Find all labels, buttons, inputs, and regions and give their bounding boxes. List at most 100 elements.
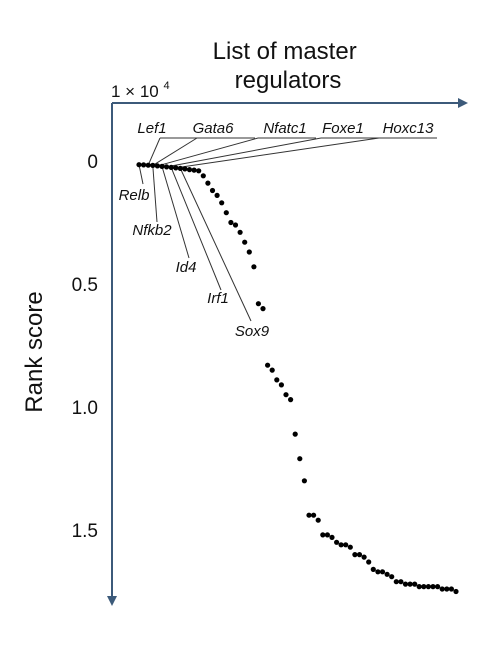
- data-point: [453, 588, 459, 595]
- annotation-leader: [147, 137, 161, 166]
- data-point: [306, 512, 312, 518]
- data-point: [329, 534, 335, 541]
- data-point: [297, 456, 303, 462]
- data-point: [338, 542, 344, 548]
- data-point: [398, 579, 404, 585]
- annotation-leader: [152, 165, 158, 223]
- data-point: [393, 579, 399, 585]
- gene-label: Lef1: [137, 120, 166, 137]
- annotation-leader: [161, 166, 190, 259]
- data-point: [168, 164, 174, 170]
- data-point: [242, 239, 248, 245]
- x-axis-title-line-2: regulators: [235, 67, 342, 94]
- annotation-leader: [175, 137, 380, 169]
- data-point: [246, 249, 252, 255]
- data-point: [430, 584, 436, 590]
- y-multiplier: 1 × 10 4: [111, 80, 170, 101]
- data-point: [260, 306, 266, 312]
- data-point: [265, 362, 271, 368]
- data-point: [412, 581, 418, 587]
- annotation-leader-lines: [138, 137, 437, 322]
- data-point: [361, 554, 367, 560]
- x-axis-title: List of master regulators: [213, 38, 364, 94]
- gene-label: Nfatc1: [263, 120, 306, 137]
- data-point: [209, 187, 216, 194]
- data-point: [315, 517, 321, 523]
- gene-label: Irf1: [207, 290, 229, 307]
- data-point: [352, 552, 358, 558]
- data-point: [223, 210, 229, 216]
- annotation-leader: [170, 167, 222, 291]
- data-point: [154, 163, 160, 169]
- gene-labels: Lef1 Gata6 Nfatc1 Foxe1 Hoxc13 Relb Nfkb2 Id4 Ir…: [119, 120, 435, 340]
- data-point: [278, 382, 284, 388]
- data-point: [425, 584, 431, 590]
- data-point: [173, 165, 179, 171]
- gene-label: Foxe1: [322, 120, 364, 137]
- y-tick-label: 1.0: [72, 398, 98, 419]
- data-point: [334, 539, 340, 545]
- data-point: [255, 301, 261, 307]
- annotation-leader: [152, 137, 198, 166]
- data-point: [141, 162, 147, 168]
- data-point: [416, 584, 422, 590]
- data-point: [439, 586, 445, 592]
- annotation-leader: [138, 164, 144, 185]
- data-point: [375, 569, 381, 575]
- data-point: [320, 532, 326, 538]
- annotation-leader: [157, 137, 259, 167]
- data-point: [448, 586, 454, 592]
- data-point: [366, 559, 372, 565]
- y-tick-label: 0.5: [72, 275, 98, 296]
- y-tick-labels: 0 0.5 1.0 1.5: [72, 152, 98, 542]
- data-point: [311, 512, 317, 518]
- data-point: [370, 566, 376, 573]
- data-point: [356, 552, 363, 558]
- data-point: [324, 532, 330, 538]
- y-tick-label: 0: [87, 152, 98, 173]
- data-point: [343, 542, 349, 548]
- data-point: [237, 229, 243, 235]
- data-point: [191, 167, 197, 173]
- y-multiplier-base: 1 × 10: [111, 82, 159, 101]
- data-point: [288, 397, 294, 403]
- data-point: [283, 392, 289, 398]
- y-tick-label: 1.5: [72, 521, 98, 542]
- data-point: [177, 165, 183, 171]
- annotation-leader: [179, 168, 252, 322]
- data-point: [274, 377, 280, 383]
- data-point: [150, 162, 156, 168]
- data-point: [347, 544, 353, 550]
- data-point: [292, 431, 298, 437]
- data-point: [251, 264, 257, 270]
- data-point: [164, 164, 170, 170]
- gene-label: Gata6: [193, 120, 235, 137]
- data-point: [182, 166, 188, 172]
- data-point: [186, 167, 193, 173]
- data-point: [402, 581, 409, 587]
- data-point: [145, 162, 151, 168]
- gene-label: Hoxc13: [383, 120, 435, 137]
- data-point: [136, 162, 142, 168]
- annotation-leader: [166, 137, 322, 168]
- data-point: [232, 222, 239, 228]
- data-point: [407, 581, 413, 587]
- data-point: [389, 574, 395, 580]
- data-point: [214, 192, 220, 198]
- gene-label: Relb: [119, 187, 150, 204]
- data-point: [384, 571, 390, 577]
- gene-label: Id4: [176, 259, 197, 276]
- data-point: [219, 200, 225, 206]
- data-point: [196, 168, 202, 174]
- data-point: [200, 173, 206, 179]
- y-axis-title: Rank score: [21, 291, 48, 412]
- x-axis-title-line-1: List of master: [213, 38, 357, 65]
- data-point: [435, 584, 441, 590]
- data-points: [136, 162, 459, 595]
- data-point: [228, 219, 234, 226]
- data-point: [159, 163, 165, 169]
- data-point: [444, 586, 450, 592]
- data-point: [205, 180, 211, 186]
- data-point: [269, 367, 275, 373]
